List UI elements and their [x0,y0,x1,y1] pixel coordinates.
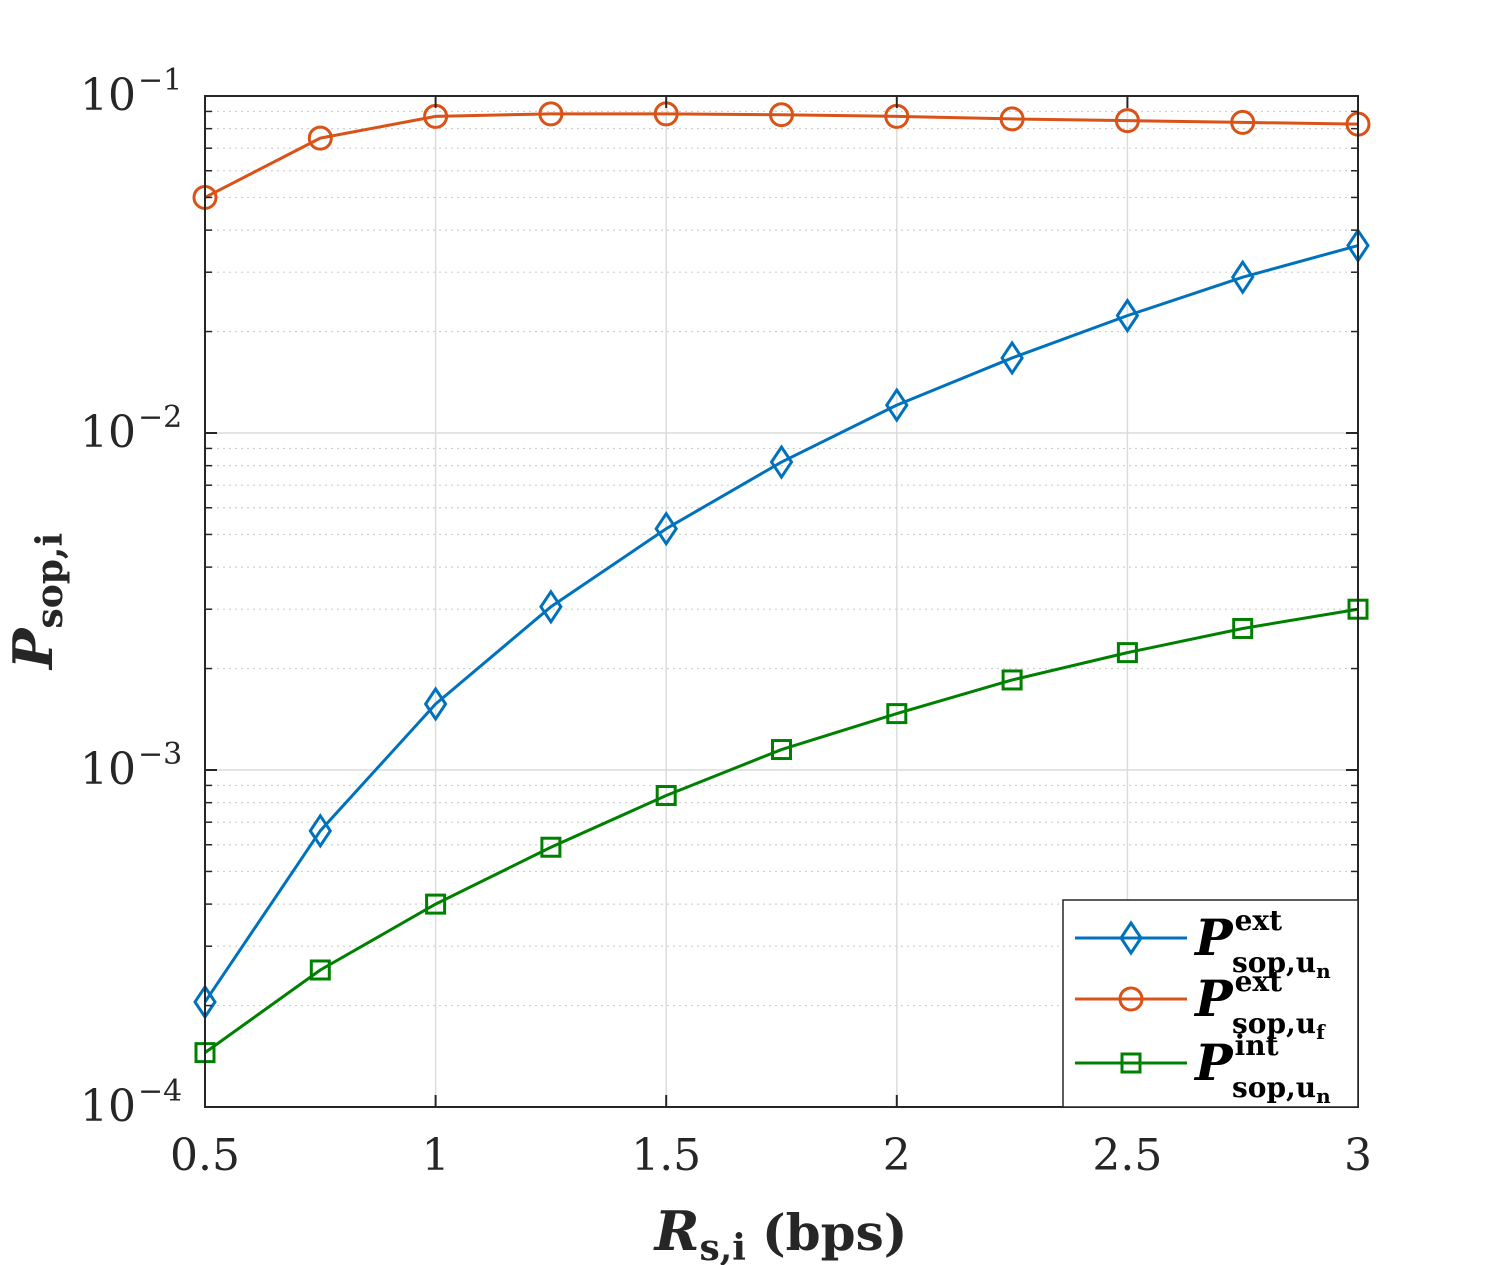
series-circle [192,101,1371,210]
series-line-square [204,607,1359,1054]
x-tick-label: 2 [883,1130,911,1181]
data-point-diamond [769,444,794,480]
data-point-circle [1230,109,1256,135]
data-point-square [655,785,677,807]
data-point-square [886,703,908,725]
legend-entry-diamond: Pext sop,un [1075,904,1331,983]
series-line-circle [204,112,1359,199]
data-point-diamond [1000,340,1024,376]
y-tick-label: 10 [80,407,136,458]
x-axis-label-main: R [653,1199,700,1263]
legend-label: Pext sop,un [1193,904,1331,983]
data-point-square [771,739,792,761]
y-axis-label: Psop,i [1,533,71,671]
legend-label-sub: sop,u [1232,1007,1316,1040]
data-point-circle [538,101,564,127]
legend-label: Pext sop,uf [1193,965,1326,1044]
legend-label-subsub: f [1316,1020,1326,1044]
legend-label-subsub: n [1316,1084,1331,1108]
data-point-square [1001,669,1023,691]
data-point-square [1116,642,1138,664]
axes-box [204,95,1359,1108]
series-diamond [193,227,1370,1020]
data-series [192,101,1371,1064]
series-square [194,598,1369,1064]
series-line-diamond [203,244,1359,1003]
data-point-diamond [654,511,679,547]
y-tick-exponent: −4 [138,1074,182,1109]
x-tick-label: 0.5 [170,1130,240,1181]
data-point-diamond [1115,297,1140,334]
y-axis-label-main: P [1,627,65,671]
data-point-circle [999,106,1025,132]
legend-marker-circle-icon [1118,986,1144,1012]
data-point-diamond [308,813,333,849]
legend-label-sub: sop,u [1232,1071,1316,1104]
grid-lines [205,96,1358,1107]
legend-entry-circle: Pext sop,uf [1075,965,1326,1044]
x-tick-label: 2.5 [1092,1130,1162,1181]
data-point-diamond [539,589,563,625]
data-point-diamond [423,686,448,722]
data-point-square [425,893,447,915]
x-tick-label: 3 [1344,1130,1372,1181]
data-point-circle [307,125,333,151]
legend-label-sup: ext [1235,904,1283,937]
legend-marker-square-icon [1120,1052,1142,1074]
y-tick-exponent: −3 [138,737,182,772]
y-axis-label-sub: sop,i [29,533,71,629]
data-point-square [1232,617,1254,639]
legend-label-subsub: n [1316,959,1331,983]
legend-label-main: P [1193,969,1234,1028]
legend-label: Pint sop,un [1193,1029,1331,1108]
legend-label-sup: ext [1235,965,1283,998]
data-point-square [540,836,562,858]
x-tick-label: 1 [422,1130,450,1181]
y-tick-label: 10 [80,1081,136,1132]
legend-label-main: P [1193,1033,1234,1092]
y-tick-label: 10 [80,70,136,121]
data-point-square [309,959,331,981]
data-point-diamond [1230,259,1255,295]
legend-label-sup: int [1235,1029,1279,1062]
legend-entry-square: Pint sop,un [1075,1029,1331,1108]
x-axis-label: Rs,i (bps) [653,1199,908,1265]
legend-marker-diamond-icon [1119,920,1143,956]
data-point-circle [1114,108,1140,134]
y-tick-exponent: −2 [138,400,182,435]
axis-ticks: 0.5 1 1.5 2 2.5 310−110−210−310−4 [80,63,1372,1181]
x-tick-label: 1.5 [631,1130,701,1181]
x-axis-label-unit: (bps) [762,1203,907,1262]
legend-box [1062,899,1359,1108]
y-tick-label: 10 [80,744,136,795]
legend-label-sub: sop,u [1232,946,1316,979]
data-point-diamond [884,387,909,423]
legend-label-main: P [1193,908,1234,967]
x-axis-label-sub: s,i [700,1227,746,1265]
data-point-circle [769,102,794,128]
y-tick-exponent: −1 [138,63,182,98]
